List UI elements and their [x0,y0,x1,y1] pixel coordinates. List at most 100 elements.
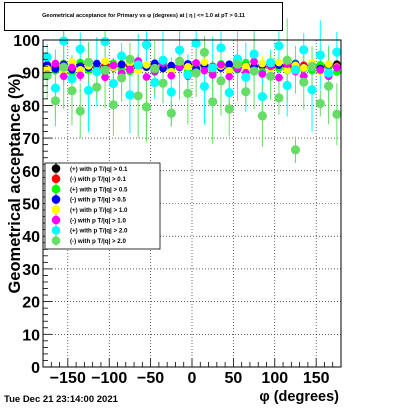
data-point [166,108,176,118]
y-tick-label: 0 [31,360,40,377]
data-point [109,61,118,70]
data-point [192,59,200,67]
data-point [75,106,85,116]
data-point [125,90,135,100]
y-tick-label: 30 [22,262,40,279]
data-point [200,66,209,75]
y-tick-label: 60 [22,164,40,181]
legend-label: (-) with p T/|q| > 0.5 [70,197,126,204]
x-tick-label: 50 [224,370,242,387]
y-tick-label: 20 [22,295,40,312]
data-point [274,41,284,51]
data-point [51,59,60,68]
data-point [42,52,52,62]
data-point [158,78,168,88]
data-point [199,47,210,58]
data-point [150,77,160,88]
data-point [216,43,226,53]
legend-label: (+) with p T/|q| > 0.1 [70,166,128,173]
data-point [299,45,309,55]
data-point [258,70,267,78]
data-point [166,87,176,97]
legend-label: (+) with p T/|q| > 2.0 [70,228,128,235]
data-point [275,58,283,67]
data-point [59,62,69,72]
data-point [266,71,276,81]
data-point [117,51,127,61]
data-point [225,60,234,68]
data-point [133,60,143,70]
data-point [315,50,325,60]
y-tick-label: 100 [13,33,40,50]
data-point [241,72,251,82]
x-tick-label: −50 [137,370,164,387]
data-point [283,66,291,74]
data-point [250,57,258,66]
data-point [159,64,167,73]
data-point [174,56,185,66]
data-point [50,96,61,106]
data-point [323,68,334,78]
x-tick-label: 100 [261,370,288,387]
data-point [290,145,301,155]
legend-label: (+) with p T/|q| > 0.5 [70,186,128,193]
y-tick-label: 10 [22,327,40,344]
data-point [141,102,152,112]
data-point [43,64,51,73]
legend: (+) with p T/|q| > 0.1 (-) with p T/|q| >… [44,162,161,250]
data-point [76,65,85,74]
data-point [225,72,234,81]
data-point [101,73,109,82]
data-point [158,55,168,65]
data-point [324,60,333,68]
data-point [299,63,308,72]
x-axis-label: φ (degrees) [259,389,339,405]
x-tick-label: 150 [303,370,330,387]
data-point [224,88,234,98]
chart-title: Geometrical acceptance for Primary vs φ … [42,13,245,19]
data-point [83,57,94,67]
legend-label: (+) with p T/|q| > 1.0 [70,207,128,214]
data-point [83,85,94,95]
data-point [257,111,267,121]
y-tick-label: 50 [22,197,40,214]
data-point [101,57,109,66]
data-point [332,109,342,119]
data-point [133,91,143,101]
data-point [199,81,210,92]
data-point [67,74,77,84]
data-point [184,63,192,71]
data-point [266,57,276,68]
timestamp-footer: Tue Dec 21 23:14:00 2021 [4,394,118,405]
data-point [249,49,259,59]
data-point [249,66,259,76]
data-point [224,104,234,114]
axis-ticks [43,39,342,368]
data-point [191,38,201,48]
x-tick-label: −100 [91,370,127,387]
data-point [42,71,52,81]
data-point [299,77,309,87]
data-point [208,97,218,107]
data-point [183,88,193,98]
y-axis-label: Geometrical acceptance (%) [6,73,24,293]
data-point [282,55,292,65]
data-point [59,72,68,81]
y-tick-label: 90 [22,66,40,83]
data-point [315,98,325,109]
data-point [241,87,251,97]
data-point [108,78,118,89]
data-point [217,61,225,69]
data-point [274,93,284,103]
data-point [142,73,151,81]
data-point [208,63,218,73]
data-point [92,67,102,77]
data-point [67,86,77,96]
data-point [142,61,151,69]
y-tick-label: 80 [22,98,40,115]
data-point [290,65,301,75]
data-point [117,73,127,83]
data-point [125,54,135,64]
data-point [93,59,101,68]
